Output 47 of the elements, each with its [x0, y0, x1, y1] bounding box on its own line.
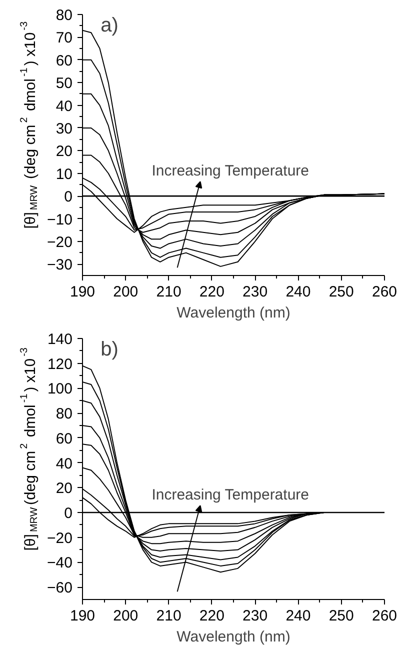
x-tick-label: 240: [286, 608, 311, 624]
x-tick-label: 250: [328, 284, 354, 300]
y-tick-label: 80: [56, 7, 73, 24]
x-tick-label: 260: [372, 608, 398, 624]
y-tick-label: −30: [47, 256, 73, 274]
x-axis-title: Wavelength (nm): [176, 628, 290, 646]
x-tick-label: 190: [70, 608, 96, 624]
y-tick-label: −60: [47, 580, 73, 597]
y-tick-label: 60: [56, 430, 73, 448]
x-tick-label: 210: [156, 284, 182, 300]
x-tick-label: 260: [372, 284, 398, 300]
y-tick-label: 60: [56, 52, 73, 70]
y-tick-label: 20: [56, 480, 73, 498]
y-tick-label: 140: [47, 331, 73, 348]
y-tick-label: 100: [47, 380, 73, 398]
y-tick-label: 50: [56, 75, 73, 92]
annotation: a): [100, 14, 118, 36]
x-tick-label: 230: [242, 284, 268, 300]
x-tick-label: 220: [199, 284, 224, 300]
x-tick-label: 240: [286, 284, 311, 300]
y-tick-label: 80: [56, 406, 73, 423]
y-tick-label: −10: [47, 211, 73, 228]
y-axis-title: [θ]MRW (deg cm2 dmol-1) x10-3: [19, 20, 40, 229]
y-axis-title: [θ]MRW(deg cm2 dmol-1) x10-3: [19, 347, 40, 551]
y-tick-label: 120: [47, 356, 73, 373]
y-tick-label: −40: [47, 554, 73, 572]
y-tick-label: 20: [56, 143, 73, 160]
x-tick-label: 230: [242, 608, 268, 624]
x-tick-label: 200: [113, 284, 138, 300]
y-tick-label: 0: [64, 505, 72, 522]
x-tick-label: 250: [328, 608, 354, 624]
annotation: Increasing Temperature: [152, 486, 309, 504]
x-tick-label: 190: [70, 284, 96, 300]
y-tick-label: 40: [56, 98, 73, 115]
y-tick-label: −20: [47, 234, 73, 251]
x-tick-label: 200: [113, 608, 138, 624]
annotation: Increasing Temperature: [152, 162, 309, 180]
y-tick-label: −20: [47, 530, 73, 547]
y-tick-label: 30: [56, 120, 73, 138]
y-tick-label: 40: [56, 455, 73, 472]
x-tick-label: 220: [199, 608, 224, 624]
y-tick-label: 70: [56, 30, 73, 47]
annotation: b): [100, 338, 118, 360]
x-axis-title: Wavelength (nm): [176, 304, 290, 322]
x-tick-label: 210: [156, 608, 182, 624]
y-tick-label: 10: [56, 166, 73, 183]
y-tick-label: 0: [64, 188, 72, 206]
